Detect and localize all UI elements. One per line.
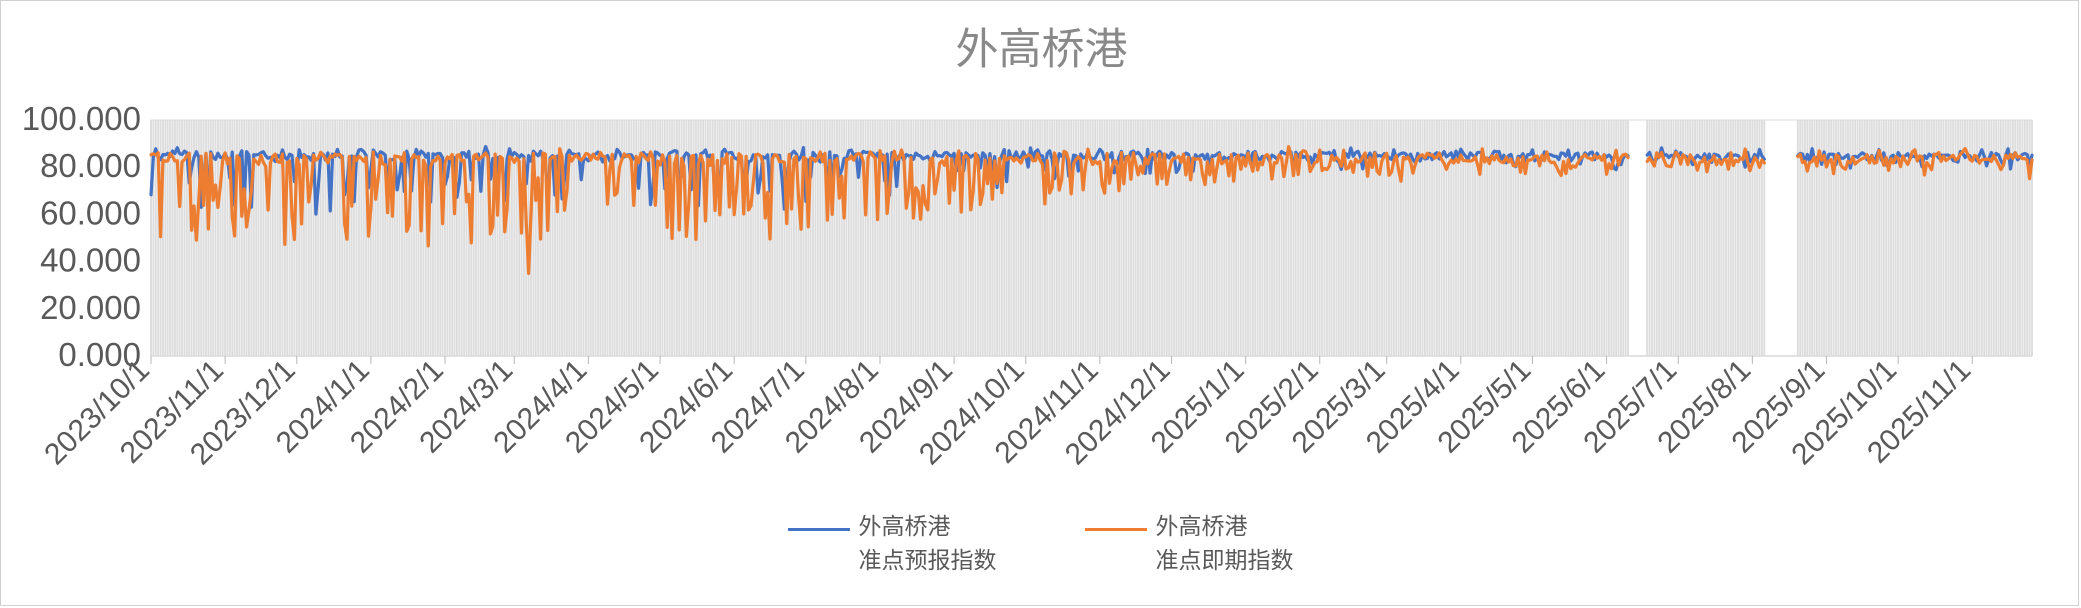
svg-text:60.000: 60.000 xyxy=(40,194,141,231)
svg-text:40.000: 40.000 xyxy=(40,242,141,279)
svg-text:100.000: 100.000 xyxy=(22,100,141,137)
svg-text:外高桥港: 外高桥港 xyxy=(956,26,1128,74)
svg-text:20.000: 20.000 xyxy=(40,289,141,326)
svg-text:80.000: 80.000 xyxy=(40,147,141,184)
